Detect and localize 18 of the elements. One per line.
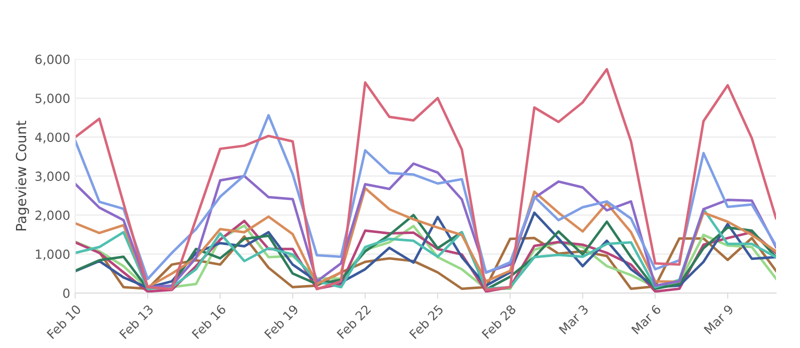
x-tick-label: Feb 28	[481, 304, 516, 340]
x-tick-label: Feb 13	[118, 304, 154, 340]
x-tick-label: Feb 19	[264, 304, 299, 340]
y-tick-label: 6,000	[35, 54, 70, 66]
y-axis-title: Pageview Count	[16, 120, 29, 230]
x-tick-label: Mar 6	[631, 304, 662, 335]
x-tick-label: Feb 25	[408, 304, 444, 340]
x-tick-label: Feb 16	[191, 304, 226, 340]
y-tick-label: 1,000	[36, 250, 70, 260]
y-tick-label: 5,000	[36, 94, 70, 104]
x-tick-label: Mar 3	[558, 304, 589, 335]
x-tick-label: Feb 10	[46, 304, 82, 340]
y-tick-label: 3,000	[36, 172, 70, 182]
x-tick-label: Mar 9	[704, 304, 734, 335]
y-tick-label: 0	[63, 288, 70, 298]
x-tick-label: Feb 22	[336, 304, 372, 340]
y-tick-label: 2,000	[35, 210, 70, 222]
y-tick-label: 4,000	[35, 132, 70, 144]
